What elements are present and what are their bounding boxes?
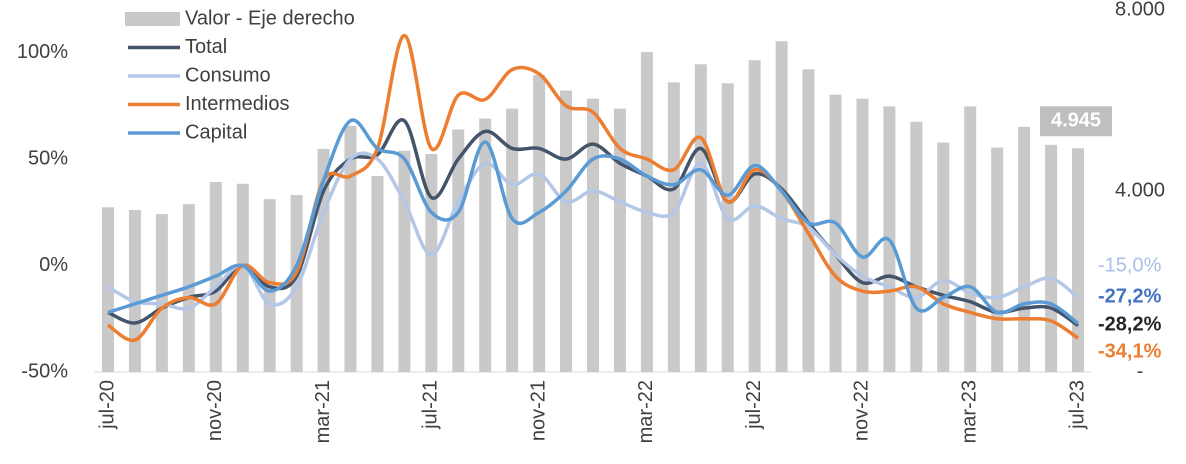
bar <box>1018 126 1031 373</box>
y-tick-label: -50% <box>21 360 68 382</box>
bar <box>1045 144 1058 372</box>
bar <box>102 207 114 372</box>
bar <box>667 82 680 373</box>
legend-label: Valor - Eje derecho <box>185 7 355 29</box>
bar <box>587 98 599 372</box>
x-tick-label: mar-21 <box>312 380 334 443</box>
bar <box>344 125 357 372</box>
bar <box>991 147 1004 372</box>
bar <box>613 108 626 373</box>
bar <box>533 75 546 372</box>
bar <box>694 64 707 373</box>
end-label: -15,0% <box>1098 254 1162 276</box>
bar <box>910 121 923 372</box>
bar <box>236 183 249 372</box>
bar <box>155 214 168 372</box>
x-tick-label: nov-21 <box>527 380 549 441</box>
end-label: -28,2% <box>1098 313 1162 335</box>
x-tick-label: jul-20 <box>96 380 118 430</box>
legend-label: Intermedios <box>185 93 290 115</box>
bar <box>560 90 573 373</box>
data-label-box <box>1040 106 1112 137</box>
bar <box>856 98 869 372</box>
bar <box>748 60 761 372</box>
x-tick-label: nov-22 <box>851 380 873 441</box>
x-tick-label: nov-20 <box>204 380 226 441</box>
bar <box>128 210 141 372</box>
bar <box>721 83 734 373</box>
line <box>107 33 1079 343</box>
x-tick-label: mar-23 <box>959 380 981 443</box>
x-tick-label: jul-21 <box>420 380 442 430</box>
end-label: -27,2% <box>1098 285 1162 307</box>
bar <box>506 108 519 373</box>
x-tick-label: jul-22 <box>743 380 765 430</box>
y2-tick-label: - <box>1137 360 1144 382</box>
line <box>107 151 1080 311</box>
y-tick-label: 100% <box>17 41 68 63</box>
legend-swatch <box>125 12 180 26</box>
bar <box>964 106 977 372</box>
legend-label: Consumo <box>185 64 271 86</box>
end-label: -34,1% <box>1098 340 1162 362</box>
bar <box>371 176 384 372</box>
legend-label: Total <box>185 36 227 58</box>
bar <box>398 150 411 372</box>
x-tick-label: mar-22 <box>635 380 657 443</box>
bar <box>1072 148 1084 372</box>
legend-label: Capital <box>185 121 247 143</box>
bar <box>829 94 842 373</box>
x-tick-label: jul-23 <box>1066 380 1088 430</box>
bar <box>937 142 950 372</box>
y-tick-label: 50% <box>28 147 68 169</box>
y2-tick-label: 4.000 <box>1115 179 1165 201</box>
bar <box>775 41 788 372</box>
line <box>107 118 1080 325</box>
y-tick-label: 0% <box>39 254 68 276</box>
y2-tick-label: 8.000 <box>1115 0 1165 20</box>
bar <box>452 129 465 372</box>
data-label: 4.945 <box>1051 110 1101 132</box>
bar <box>479 118 492 372</box>
